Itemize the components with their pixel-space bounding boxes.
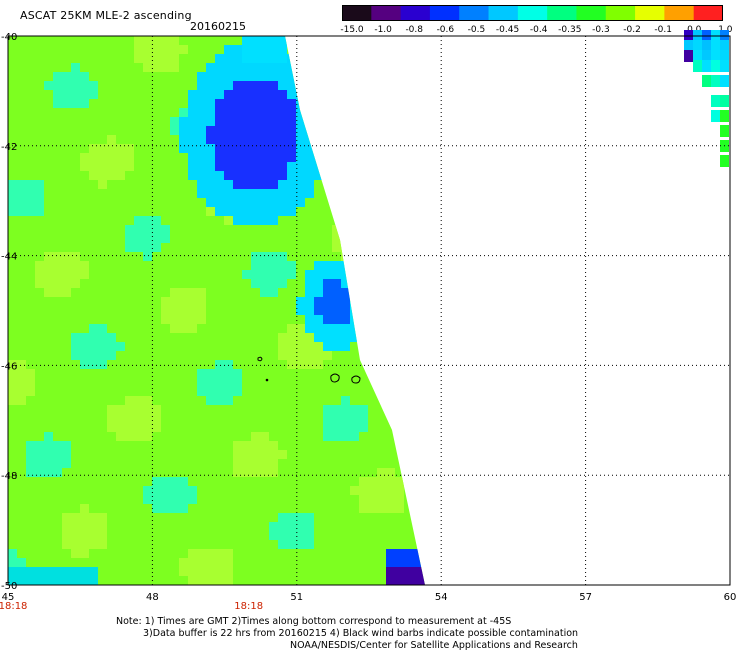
swath-cell <box>711 40 720 52</box>
colorbar-label: -15.0 <box>340 25 364 35</box>
colorbar-cell <box>605 5 636 21</box>
colorbar-cell <box>400 5 431 21</box>
lat-tick-label: -46 <box>1 361 17 372</box>
time-label: 18:18 <box>0 601 27 610</box>
colorbar-label: -0.1 <box>654 25 672 35</box>
lon-tick-label: 60 <box>724 592 737 603</box>
lat-tick-label: -40 <box>1 32 17 43</box>
lon-tick-label: 57 <box>579 592 592 603</box>
map-frame <box>7 35 731 586</box>
colorbar-label: -0.2 <box>623 25 641 35</box>
colorbar-cell <box>693 5 723 21</box>
swath-map: 45 48 51 54 57 60 -40-42-44-46-48-50 18:18 18:… <box>0 30 737 610</box>
lon-tick-label: 45 <box>2 592 15 603</box>
swath-cell <box>720 155 729 167</box>
swath-cell <box>720 125 729 137</box>
chart-date: 20160215 <box>190 20 246 33</box>
swath-cell <box>720 60 729 72</box>
swath-cell <box>711 60 720 72</box>
main-swath <box>8 36 425 585</box>
lat-tick-label: -44 <box>1 252 17 263</box>
colorbar-cell <box>635 5 665 21</box>
swath-cell <box>702 75 711 87</box>
lat-tick-label: -48 <box>1 471 17 482</box>
note-line-2: 3)Data buffer is 22 hrs from 20160215 4)… <box>143 628 579 639</box>
lon-tick-labels: 45 48 51 54 57 60 <box>2 592 737 603</box>
swath-cell <box>702 40 711 52</box>
swath-cell <box>684 40 693 52</box>
colorbar-label: -0.4 <box>529 25 548 35</box>
colorbar-cell <box>459 5 490 21</box>
corner-swath <box>684 30 729 167</box>
swath-cell <box>693 60 702 72</box>
swath-cell <box>711 75 720 87</box>
lat-tick-label: -42 <box>1 142 17 153</box>
colorbar-cell <box>664 5 695 21</box>
swath-cell <box>702 50 711 62</box>
lon-tick-label: 54 <box>435 592 448 603</box>
swath-cell <box>720 50 729 62</box>
colorbar-label: -1.0 <box>374 25 392 35</box>
colorbar-cell <box>371 5 402 21</box>
colorbar-cell <box>547 5 577 21</box>
colorbar-label: -0.3 <box>592 25 610 35</box>
note-line-1: Note: 1) Times are GMT 2)Times along bot… <box>116 616 512 627</box>
chart-title: ASCAT 25KM MLE-2 ascending <box>20 9 192 22</box>
swath-cell <box>684 50 693 62</box>
lat-tick-label: -50 <box>1 581 17 592</box>
island-outlines <box>257 356 361 384</box>
swath-cell <box>720 75 729 87</box>
colorbar-label: -0.35 <box>558 25 582 35</box>
swath-cell <box>702 60 711 72</box>
colorbar-cell <box>488 5 519 21</box>
swath-cell <box>720 110 729 122</box>
note-line-3: NOAA/NESDIS/Center for Satellite Applica… <box>290 640 578 651</box>
swath-cell <box>720 40 729 52</box>
time-label: 18:18 <box>234 601 263 610</box>
swath-cell <box>693 50 702 62</box>
lon-tick-label: 48 <box>146 592 159 603</box>
colorbar-cell <box>429 5 460 21</box>
lat-tick-labels: -40 -42 -44 -46 -48 -50 <box>1 32 17 592</box>
colorbar-cell <box>517 5 548 21</box>
time-labels: 18:18 18:18 <box>0 601 263 610</box>
colorbar-label: -0.8 <box>405 25 423 35</box>
colorbar-label: -0.45 <box>495 25 520 35</box>
swath-cell <box>711 110 720 122</box>
colorbar-cell <box>576 5 607 21</box>
colorbar-label: -0.6 <box>436 25 455 35</box>
colorbar-label: -0.5 <box>467 25 486 35</box>
swath-cell <box>720 95 729 107</box>
colorbar <box>342 5 723 21</box>
lon-tick-label: 51 <box>290 592 303 603</box>
swath-cell <box>711 50 720 62</box>
swath-cell <box>693 40 702 52</box>
swath-cell <box>711 95 720 107</box>
colorbar-cell <box>342 5 372 21</box>
